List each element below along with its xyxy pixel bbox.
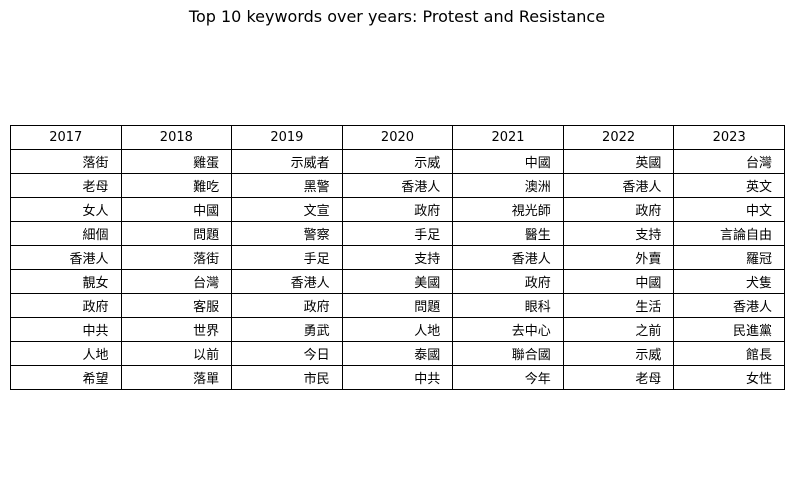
table-row: 香港人 落街 手足 支持 香港人 外賣 羅冠 — [10, 245, 785, 270]
column-header-2021: 2021 — [452, 125, 564, 150]
table-cell: 香港人 — [341, 173, 454, 198]
table-cell: 以前 — [120, 341, 233, 366]
table-cell: 香港人 — [452, 245, 564, 270]
table-cell: 細個 — [10, 221, 122, 246]
table-cell: 客服 — [120, 293, 233, 318]
table-cell: 女人 — [10, 197, 122, 222]
table-cell: 落街 — [120, 245, 233, 270]
table-cell: 問題 — [341, 293, 454, 318]
table-cell: 黑警 — [231, 173, 343, 198]
chart-title: Top 10 keywords over years: Protest and … — [188, 7, 606, 26]
table-cell: 政府 — [341, 197, 454, 222]
table-cell: 市民 — [231, 365, 343, 390]
table-row: 人地 以前 今日 泰國 聯合國 示威 館長 — [10, 341, 785, 366]
table-cell: 人地 — [341, 317, 454, 342]
table-cell: 醫生 — [452, 221, 564, 246]
table-cell: 女性 — [673, 365, 785, 390]
table-cell: 眼科 — [452, 293, 564, 318]
table-cell: 中國 — [120, 197, 233, 222]
table-cell: 香港人 — [10, 245, 122, 270]
table-cell: 美國 — [341, 269, 454, 294]
header-row: 2017 2018 2019 2020 2021 2022 2023 — [10, 125, 785, 150]
table-row: 中共 世界 勇武 人地 去中心 之前 民進黨 — [10, 317, 785, 342]
table-cell: 支持 — [341, 245, 454, 270]
table-cell: 聯合國 — [452, 341, 564, 366]
table-cell: 犬隻 — [673, 269, 785, 294]
table-cell: 政府 — [10, 293, 122, 318]
column-header-2018: 2018 — [120, 125, 233, 150]
column-header-2022: 2022 — [562, 125, 675, 150]
table-cell: 中國 — [452, 149, 564, 174]
column-header-2023: 2023 — [673, 125, 785, 150]
table-cell: 中共 — [10, 317, 122, 342]
table-cell: 視光師 — [452, 197, 564, 222]
table-cell: 勇武 — [231, 317, 343, 342]
table-cell: 落單 — [120, 365, 233, 390]
table-cell: 英文 — [673, 173, 785, 198]
table-cell: 今日 — [231, 341, 343, 366]
table-cell: 支持 — [562, 221, 675, 246]
table-cell: 示威 — [341, 149, 454, 174]
column-header-2019: 2019 — [231, 125, 343, 150]
column-header-2017: 2017 — [10, 125, 122, 150]
table-cell: 羅冠 — [673, 245, 785, 270]
table-cell: 泰國 — [341, 341, 454, 366]
table-row: 政府 客服 政府 問題 眼科 生活 香港人 — [10, 293, 785, 318]
table-cell: 香港人 — [562, 173, 675, 198]
table-cell: 中國 — [562, 269, 675, 294]
table-cell: 言論自由 — [673, 221, 785, 246]
table-cell: 今年 — [452, 365, 564, 390]
table-cell: 文宣 — [231, 197, 343, 222]
table-cell: 政府 — [231, 293, 343, 318]
table-cell: 館長 — [673, 341, 785, 366]
table-cell: 手足 — [341, 221, 454, 246]
table-cell: 手足 — [231, 245, 343, 270]
table-row: 希望 落單 市民 中共 今年 老母 女性 — [10, 365, 785, 390]
table-cell: 人地 — [10, 341, 122, 366]
table-cell: 中共 — [341, 365, 454, 390]
table-cell: 香港人 — [231, 269, 343, 294]
table-cell: 台灣 — [120, 269, 233, 294]
table-cell: 難吃 — [120, 173, 233, 198]
keywords-table: 2017 2018 2019 2020 2021 2022 2023 落街 雞蛋示… — [10, 125, 785, 390]
table-row: 落街 雞蛋 示威者 示威 中國 英國 台灣 — [10, 149, 785, 174]
table-cell: 靚女 — [10, 269, 122, 294]
table-cell: 之前 — [562, 317, 675, 342]
table-cell: 老母 — [10, 173, 122, 198]
table-cell: 雞蛋 — [120, 149, 233, 174]
table-cell: 警察 — [231, 221, 343, 246]
table-cell: 外賣 — [562, 245, 675, 270]
table-cell: 希望 — [10, 365, 122, 390]
table-row: 老母 難吃 黑警 香港人 澳洲 香港人 英文 — [10, 173, 785, 198]
table-cell: 老母 — [562, 365, 675, 390]
table-cell: 英國 — [562, 149, 675, 174]
table-cell: 落街 — [10, 149, 122, 174]
table-cell: 政府 — [562, 197, 675, 222]
table-cell: 台灣 — [673, 149, 785, 174]
table-cell: 民進黨 — [673, 317, 785, 342]
table-cell: 香港人 — [673, 293, 785, 318]
table-cell: 示威 — [562, 341, 675, 366]
table-cell: 中文 — [673, 197, 785, 222]
table-row: 女人 中國 文宣 政府 視光師 政府 中文 — [10, 197, 785, 222]
table-cell: 問題 — [120, 221, 233, 246]
table-cell: 示威者 — [231, 149, 343, 174]
table-cell: 世界 — [120, 317, 233, 342]
table-cell: 生活 — [562, 293, 675, 318]
table-cell: 去中心 — [452, 317, 564, 342]
table-cell: 政府 — [452, 269, 564, 294]
table-cell: 澳洲 — [452, 173, 564, 198]
column-header-2020: 2020 — [341, 125, 454, 150]
table-row: 靚女 台灣 香港人 美國 政府 中國 犬隻 — [10, 269, 785, 294]
table-row: 細個 問題 警察 手足 醫生 支持 言論自由 — [10, 221, 785, 246]
table-body: 落街 雞蛋 示威者 示威 中國 英國 台灣 老母 難吃 黑警 香港人 澳洲 香港人 英文 女人 中國 文宣 政府視… — [10, 149, 785, 390]
